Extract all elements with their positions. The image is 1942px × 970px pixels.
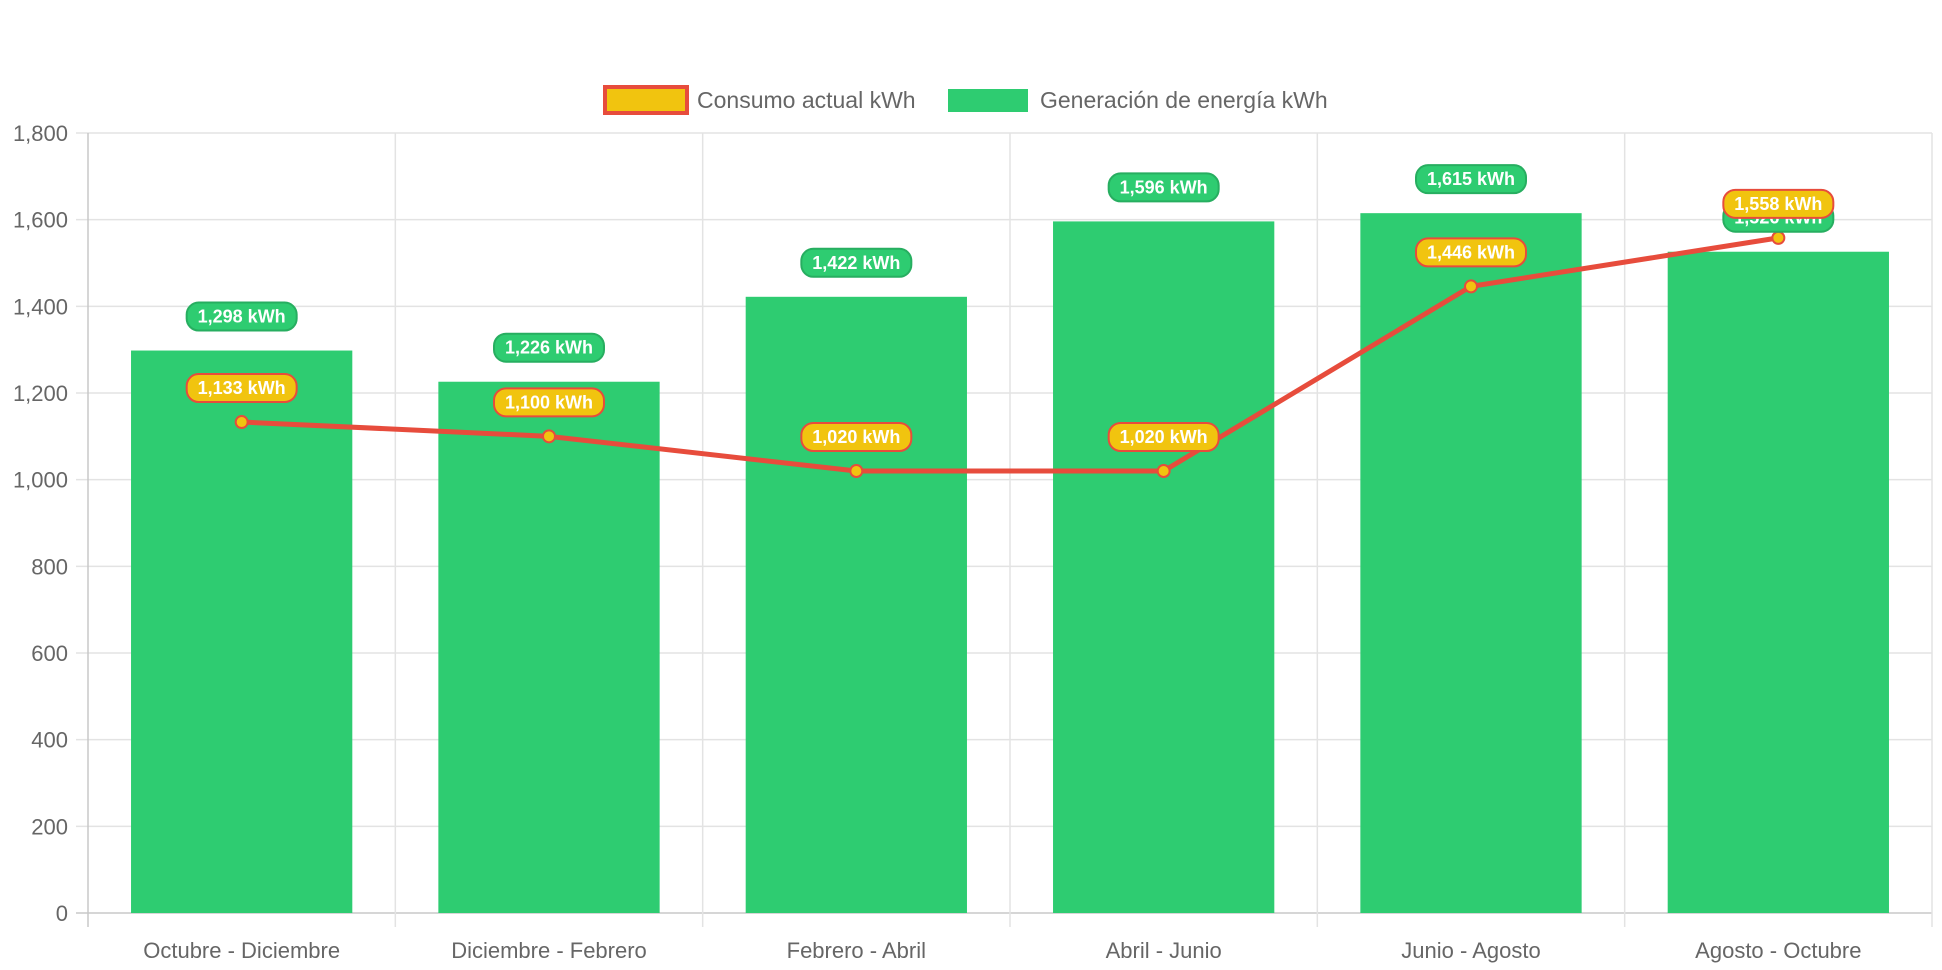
data-label-generacion-bg — [800, 247, 913, 278]
legend-label-generacion: Generación de energía kWh — [1040, 87, 1328, 113]
data-label-generacion: 1,615 kWh — [1427, 169, 1515, 189]
point-consumo[interactable] — [234, 415, 249, 430]
data-label-consumo: 1,558 kWh — [1734, 194, 1822, 214]
data-label-generacion: 1,298 kWh — [198, 307, 286, 327]
y-tick-label: 1,400 — [13, 294, 68, 319]
data-label-consumo: 1,100 kWh — [505, 392, 593, 412]
data-label-generacion-bg — [185, 301, 298, 332]
legend-item-generacion[interactable]: Generación de energía kWh — [948, 87, 1328, 113]
x-tick-label: Abril - Junio — [1106, 938, 1222, 963]
legend-swatch-consumo — [603, 85, 689, 115]
y-tick-label: 0 — [56, 901, 68, 926]
x-tick-label: Diciembre - Febrero — [451, 938, 647, 963]
bar-generacion[interactable] — [745, 296, 967, 913]
data-labels: 1,298 kWh 1,226 kWh 1,422 kWh 1,596 kWh 1,61… — [185, 164, 1835, 452]
data-label-consumo-bg — [185, 373, 298, 404]
y-axis: 0 200 400 600 800 1,000 1,200 1,400 1,600 1,800 — [13, 121, 68, 926]
legend-swatch-generacion — [948, 89, 1028, 112]
data-label-generacion-bg — [1415, 164, 1527, 195]
y-tick-label: 1,800 — [13, 121, 68, 146]
y-tick-label: 1,600 — [13, 208, 68, 233]
bar-generacion[interactable] — [438, 381, 660, 913]
data-label-generacion-bg — [493, 332, 605, 363]
point-consumo[interactable] — [1156, 464, 1171, 478]
data-label-generacion: 1,422 kWh — [812, 253, 900, 273]
data-label-generacion: 1,596 kWh — [1120, 177, 1208, 197]
data-label-consumo-bg — [800, 422, 913, 452]
x-tick-label: Febrero - Abril — [787, 938, 926, 963]
y-tick-label: 200 — [31, 814, 68, 839]
y-tick-label: 800 — [31, 554, 68, 579]
x-tick-label: Junio - Agosto — [1401, 938, 1540, 963]
x-tick-label: Octubre - Diciembre — [143, 938, 340, 963]
line-consumo-path — [241, 235, 1779, 474]
gridlines — [76, 132, 1933, 927]
data-label-generacion-bg — [1107, 172, 1220, 203]
bar-generacion[interactable] — [1360, 213, 1582, 913]
legend-label-consumo: Consumo actual kWh — [697, 87, 916, 113]
bars-generacion — [131, 213, 1889, 913]
data-label-consumo: 1,446 kWh — [1427, 242, 1515, 262]
data-label-consumo: 1,020 kWh — [812, 427, 900, 447]
data-label-generacion: 1,226 kWh — [505, 338, 593, 358]
point-consumo[interactable] — [542, 429, 556, 444]
point-consumo[interactable] — [1771, 230, 1786, 245]
y-tick-label: 400 — [31, 728, 68, 753]
bar-generacion[interactable] — [1667, 251, 1889, 913]
bar-generacion[interactable] — [1053, 221, 1275, 913]
y-tick-label: 600 — [31, 641, 68, 666]
x-axis: Octubre - Diciembre Diciembre - Febrero Fe… — [143, 938, 1861, 963]
data-label-consumo: 1,133 kWh — [198, 378, 286, 398]
point-consumo[interactable] — [1464, 279, 1478, 294]
y-tick-label: 1,200 — [13, 381, 68, 406]
point-consumo[interactable] — [849, 464, 864, 478]
bar-generacion[interactable] — [131, 350, 353, 913]
data-label-consumo-bg — [493, 387, 605, 418]
data-label-consumo-bg — [1722, 188, 1835, 219]
x-tick-label: Agosto - Octubre — [1695, 938, 1861, 963]
legend: Consumo actual kWh Generación de energía… — [603, 85, 1328, 115]
data-label-consumo-bg — [1415, 237, 1527, 268]
line-consumo — [234, 230, 1786, 478]
data-label-consumo-bg — [1107, 422, 1220, 452]
y-tick-label: 1,000 — [13, 468, 68, 493]
data-label-consumo: 1,020 kWh — [1120, 427, 1208, 447]
legend-item-consumo[interactable]: Consumo actual kWh — [603, 85, 916, 115]
